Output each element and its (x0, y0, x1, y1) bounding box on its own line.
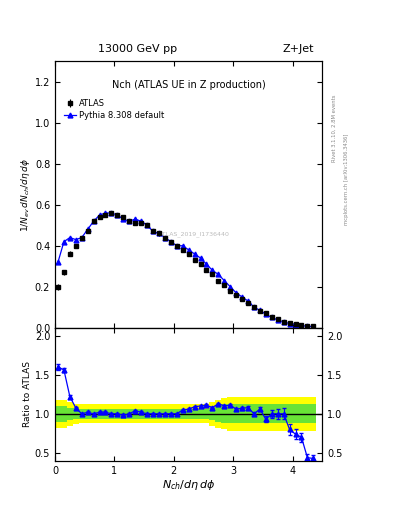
Text: mcplots.cern.ch [arXiv:1306.3436]: mcplots.cern.ch [arXiv:1306.3436] (344, 134, 349, 225)
Text: Nch (ATLAS UE in Z production): Nch (ATLAS UE in Z production) (112, 80, 266, 90)
Y-axis label: Ratio to ATLAS: Ratio to ATLAS (23, 361, 32, 427)
Text: ATLAS_2019_I1736440: ATLAS_2019_I1736440 (158, 231, 230, 238)
Text: Z+Jet: Z+Jet (283, 44, 314, 54)
X-axis label: $N_{ch}/d\eta\,d\phi$: $N_{ch}/d\eta\,d\phi$ (162, 478, 215, 493)
Y-axis label: $1/N_{ev}\,dN_{ch}/d\eta\,d\phi$: $1/N_{ev}\,dN_{ch}/d\eta\,d\phi$ (19, 158, 32, 231)
Text: 13000 GeV pp: 13000 GeV pp (98, 44, 177, 54)
Legend: ATLAS, Pythia 8.308 default: ATLAS, Pythia 8.308 default (62, 98, 166, 121)
Text: Rivet 3.1.10, 2.8M events: Rivet 3.1.10, 2.8M events (332, 94, 337, 162)
